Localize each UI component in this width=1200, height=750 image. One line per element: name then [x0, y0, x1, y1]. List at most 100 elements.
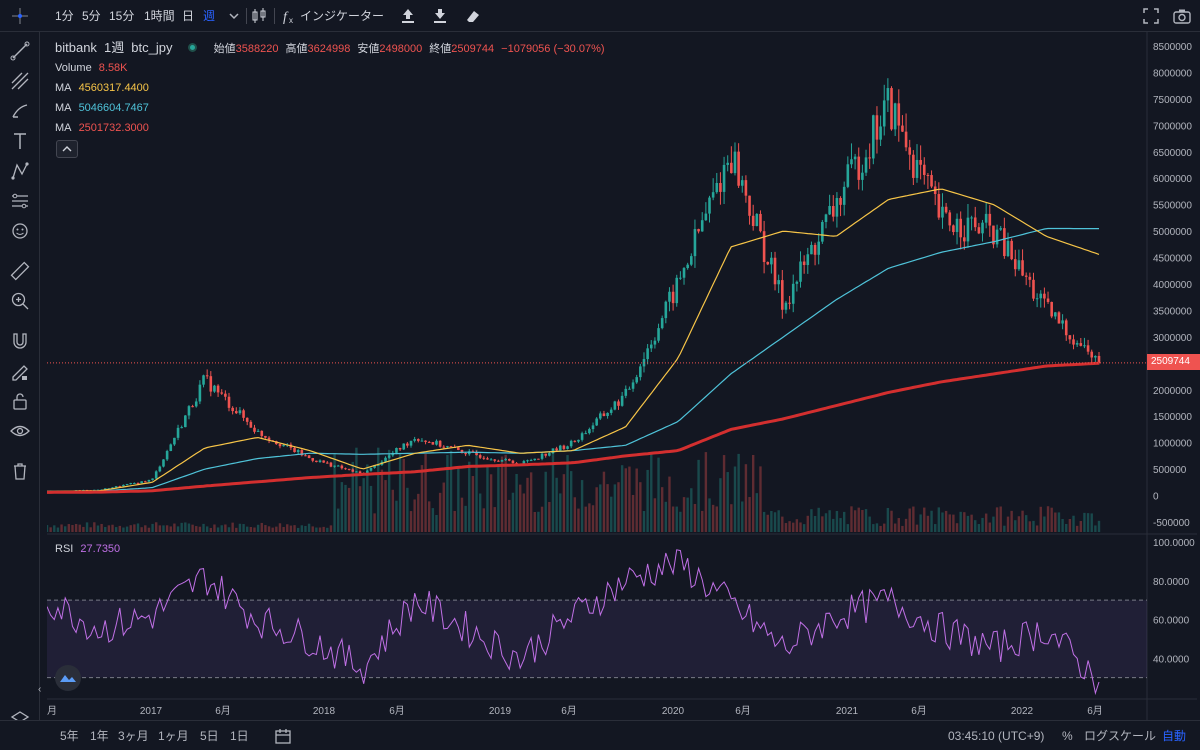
candle-body [642, 359, 646, 367]
ma3-line [47, 361, 1100, 494]
candle-body [770, 257, 773, 265]
interval-1m[interactable]: 1分 [55, 9, 74, 23]
interval-1h[interactable]: 1時間 [144, 9, 175, 23]
range-5d[interactable]: 5日 [200, 729, 219, 743]
candle-body [1054, 312, 1057, 317]
collapse-legend-button[interactable] [56, 140, 78, 158]
time-axis-label: 2018 [313, 706, 336, 717]
volume-bar [984, 513, 988, 532]
price-axis-label: 7500000 [1153, 95, 1192, 106]
candle-body [409, 440, 413, 446]
volume-bar [158, 525, 162, 532]
change-value: −1079056 (−30.07%) [501, 43, 605, 55]
rsi-axis-label: 60.0000 [1153, 616, 1190, 627]
stay-in-drawing-icon[interactable] [9, 360, 31, 382]
trend-line-icon[interactable] [9, 40, 31, 62]
symbol-row: bitbank 1週 btc_jpy 始値3588220 高値3624998 安… [55, 38, 609, 58]
upload-icon[interactable] [398, 6, 418, 26]
eraser-icon[interactable] [463, 6, 483, 26]
lock-icon[interactable] [9, 390, 31, 412]
volume-bar [872, 524, 875, 532]
camera-icon[interactable] [1172, 6, 1192, 26]
calendar-icon[interactable] [274, 727, 292, 745]
candle-body [449, 446, 453, 448]
volume-bar [883, 523, 886, 532]
volume-bar [708, 498, 711, 532]
rsi-line [47, 549, 1100, 696]
volume-bar [744, 464, 748, 532]
brush-icon[interactable] [9, 100, 31, 122]
interval-5m[interactable]: 5分 [82, 9, 101, 23]
candle-body [879, 126, 882, 140]
interval-15m[interactable]: 15分 [109, 9, 135, 23]
chart-pane[interactable]: 8500000 8000000 7500000 7000000 6500000 60000… [47, 32, 1197, 724]
volume-bar [781, 516, 784, 532]
ma3-row[interactable]: MA 2501732.3000 [55, 118, 153, 138]
volume-bar [311, 526, 314, 532]
log-scale-toggle[interactable]: ログスケール [1084, 729, 1157, 743]
eye-icon[interactable] [9, 420, 31, 442]
volume-bar [864, 509, 868, 532]
candle-body [595, 418, 598, 426]
pitchfork-icon[interactable] [9, 70, 31, 92]
volume-bar [620, 465, 624, 532]
pattern-icon[interactable] [9, 160, 31, 182]
volume-bar [337, 508, 340, 532]
crosshair-icon[interactable] [0, 0, 40, 32]
candle-body [482, 457, 486, 459]
logo-icon[interactable] [55, 665, 81, 691]
volume-bar [49, 527, 52, 532]
volume-row[interactable]: Volume 8.58K [55, 58, 132, 78]
volume-bar [165, 525, 169, 532]
range-1m[interactable]: 1ヶ月 [158, 729, 189, 743]
ma2-row[interactable]: MA 5046604.7467 [55, 98, 153, 118]
candle-body [1039, 293, 1043, 299]
auto-scale-toggle[interactable]: 自動 [1162, 729, 1187, 743]
candle-body [220, 392, 224, 394]
zoom-in-icon[interactable] [9, 290, 31, 312]
range-1d[interactable]: 1日 [230, 729, 249, 743]
volume-bar [584, 506, 587, 532]
candle-body [242, 410, 245, 418]
candle-body [355, 471, 358, 473]
trash-icon[interactable] [9, 460, 31, 482]
interval-1w[interactable]: 週 [203, 9, 216, 23]
high-value: 3624998 [307, 43, 351, 55]
candle-body [122, 484, 125, 487]
volume-bar [249, 526, 253, 532]
exchange-name[interactable]: bitbank [55, 40, 97, 55]
ma1-row[interactable]: MA 4560317.4400 [55, 78, 153, 98]
candlestick-icon[interactable] [249, 6, 269, 26]
clock[interactable]: 03:45:10 (UTC+9) [948, 729, 1045, 743]
price-chart[interactable]: 8500000 8000000 7500000 7000000 6500000 60000… [47, 32, 1197, 724]
close-label: 終値 [429, 43, 452, 55]
volume-bar [977, 524, 981, 532]
range-1y[interactable]: 1年 [90, 729, 109, 743]
volume-bar [242, 524, 245, 532]
volume-bar [737, 453, 740, 532]
candle-body [573, 440, 577, 442]
volume-bar [679, 511, 682, 532]
prediction-icon[interactable] [9, 190, 31, 212]
range-3m[interactable]: 3ヶ月 [118, 729, 149, 743]
magnet-icon[interactable] [9, 330, 31, 352]
scroll-left-icon[interactable]: ‹ [38, 684, 42, 695]
range-5y[interactable]: 5年 [60, 729, 79, 743]
percent-toggle[interactable]: % [1062, 729, 1073, 743]
indicators-button[interactable]: インジケーター [300, 9, 385, 23]
volume-bar [307, 523, 311, 532]
candle-body [529, 460, 533, 462]
chevron-down-icon[interactable] [224, 6, 244, 26]
rsi-legend[interactable]: RSI 27.7350 [55, 539, 124, 559]
smiley-icon[interactable] [9, 220, 31, 242]
volume-bar [344, 484, 347, 532]
interval-1d[interactable]: 日 [182, 9, 195, 23]
candle-body [660, 318, 664, 329]
candle-body [504, 459, 507, 461]
volume-bar [482, 508, 486, 532]
download-icon[interactable] [430, 6, 450, 26]
fullscreen-icon[interactable] [1141, 6, 1161, 26]
ruler-icon[interactable] [9, 260, 31, 282]
text-icon[interactable] [9, 130, 31, 152]
